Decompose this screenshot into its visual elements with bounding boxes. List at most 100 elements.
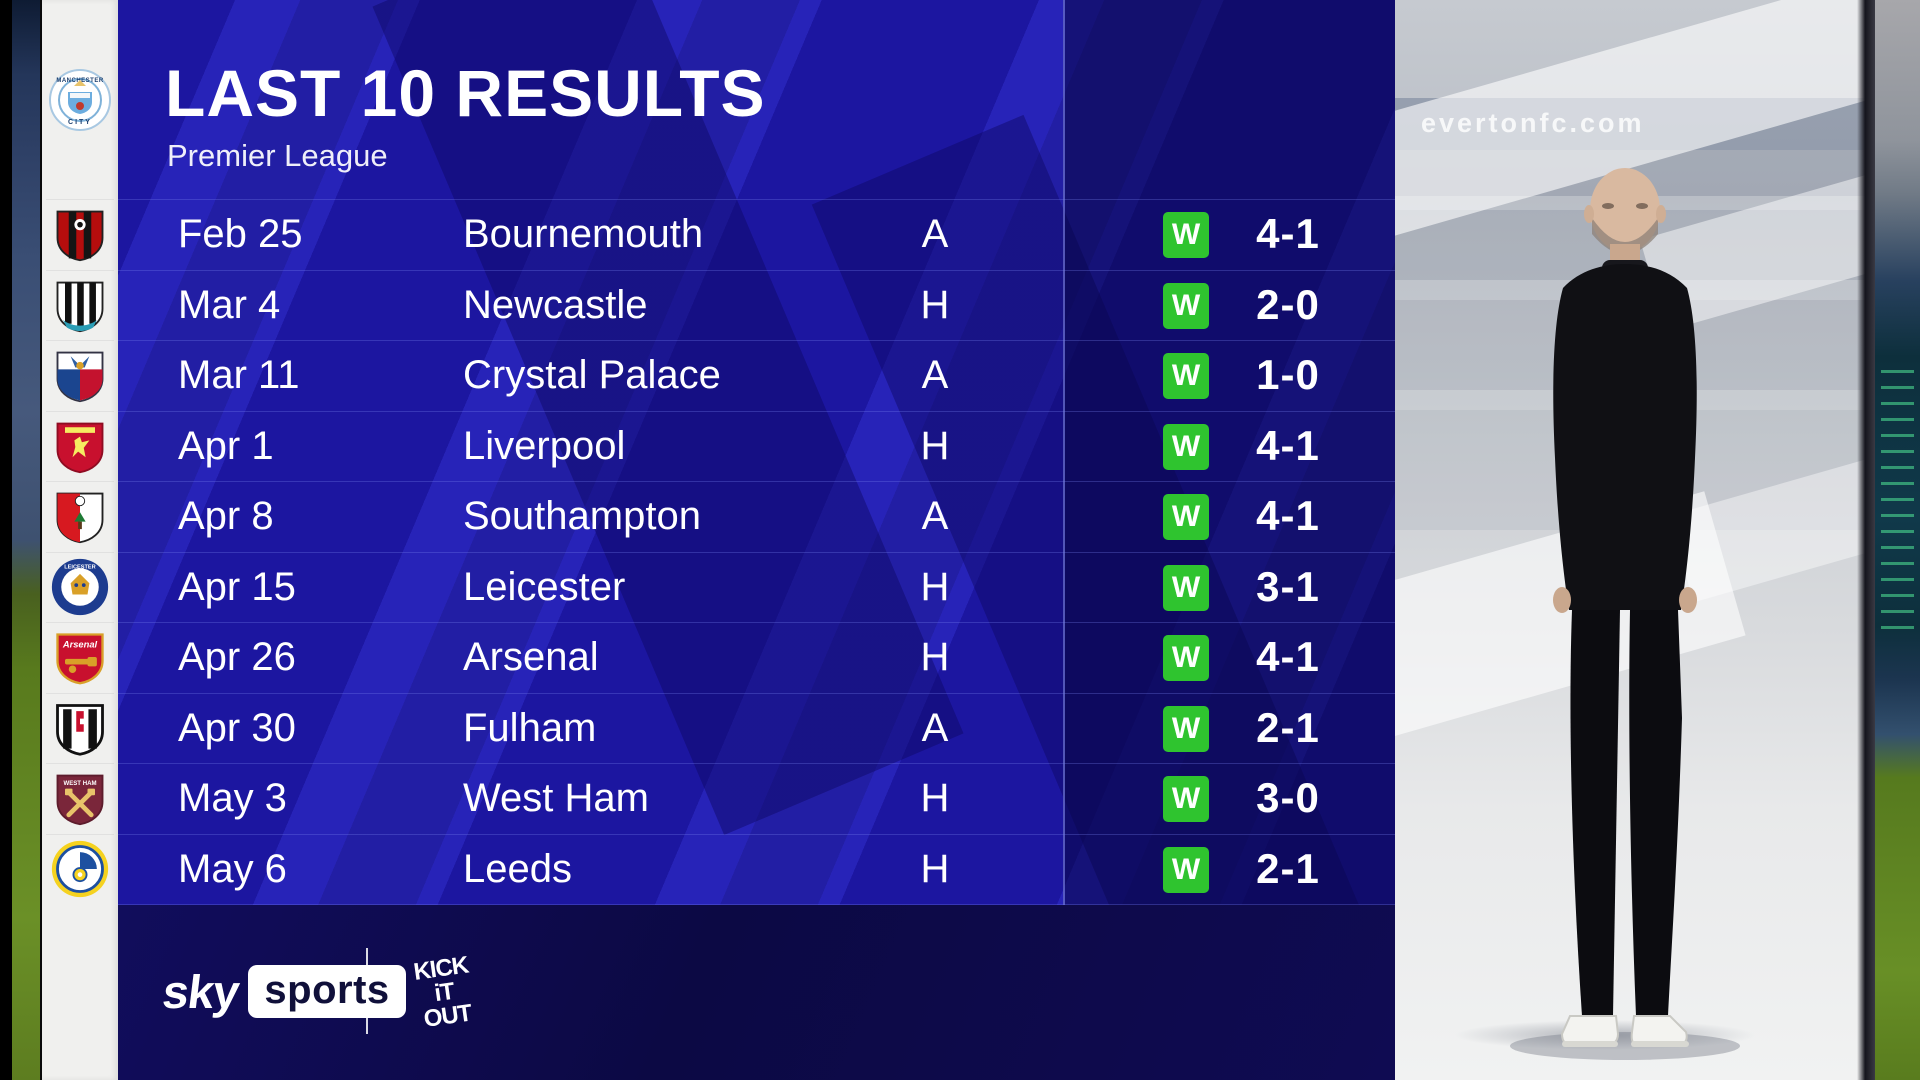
badge-newcastle-icon [56, 281, 104, 332]
scoreboard-text-lines [1881, 370, 1914, 630]
row-separator-line [118, 551, 1395, 553]
result-row: Mar 4 Newcastle H W 2-0 [118, 270, 1395, 340]
result-badge-win: W [1163, 635, 1209, 681]
match-date: May 3 [178, 776, 287, 820]
badge-separator [46, 833, 114, 835]
result-row: Mar 11 Crystal Palace A W 1-0 [118, 340, 1395, 410]
opponent-name: Leicester [463, 564, 626, 609]
match-score: 4-1 [1256, 210, 1320, 257]
result-row: Feb 25 Bournemouth A W 4-1 [118, 199, 1395, 269]
badge-man-city-icon: MANCHESTER CITY [49, 69, 111, 131]
match-date: Mar 11 [178, 353, 300, 397]
badge-leeds-icon [51, 840, 109, 897]
svg-text:WEST HAM: WEST HAM [63, 780, 96, 787]
left-black-bar [0, 0, 12, 1080]
result-badge-win: W [1163, 564, 1209, 611]
badge-separator [46, 269, 114, 271]
page-title: LAST 10 RESULTS [165, 56, 766, 130]
badge-fulham-icon [56, 703, 104, 756]
opponent-badge-liverpool [42, 415, 118, 477]
match-score: 2-1 [1256, 844, 1320, 892]
result-row: Apr 1 Liverpool H W 4-1 [118, 411, 1395, 481]
badge-bournemouth-icon [56, 210, 104, 262]
result-row: May 6 Leeds H W 2-1 [118, 834, 1395, 904]
result-row: Apr 26 Arsenal H W 4-1 [118, 622, 1395, 692]
svg-text:OUT: OUT [422, 999, 474, 1033]
team-badge-man-city: MANCHESTER CITY [42, 68, 118, 132]
result-badge-win: W [1163, 846, 1209, 893]
results-panel: LAST 10 RESULTS Premier League Feb 25 Bou… [118, 0, 1395, 1080]
result-badge-win: W [1163, 776, 1209, 822]
match-date: Apr 30 [178, 705, 296, 750]
opponent-name: Bournemouth [463, 212, 704, 256]
result-badge-win: W [1163, 705, 1209, 752]
match-score: 2-0 [1256, 280, 1320, 328]
row-separator-line [118, 763, 1395, 764]
home-away-indicator: A [921, 353, 949, 397]
opponent-badge-west-ham: WEST HAM [42, 767, 118, 829]
home-away-indicator: A [921, 494, 949, 538]
svg-text:Arsenal: Arsenal [62, 640, 98, 650]
opponent-badge-bournemouth [42, 203, 118, 265]
badge-separator [46, 622, 114, 623]
match-date: Apr 1 [178, 423, 274, 468]
row-separator-line [118, 269, 1395, 271]
page-subtitle: Premier League [167, 138, 388, 173]
match-score: 4-1 [1256, 633, 1320, 680]
match-date: Feb 25 [178, 212, 303, 256]
badge-liverpool-icon [56, 422, 104, 473]
opponent-name: Liverpool [463, 423, 626, 468]
sports-logo-box: sports [248, 964, 406, 1018]
sports-logo-word: sports [264, 967, 390, 1012]
match-score: 4-1 [1256, 421, 1320, 469]
column-divider-line [1063, 0, 1065, 905]
match-score: 1-0 [1256, 351, 1320, 398]
opponent-badge-southampton [42, 485, 118, 547]
home-away-indicator: H [920, 635, 950, 679]
badge-separator [46, 340, 114, 341]
opponent-name: Fulham [463, 705, 597, 750]
match-date: May 6 [178, 846, 287, 891]
match-date: Apr 8 [178, 494, 274, 538]
row-separator-line [118, 481, 1395, 482]
match-date: Apr 15 [178, 564, 296, 609]
opponent-badge-leicester: LEICESTER [42, 556, 118, 618]
match-date: Mar 4 [178, 282, 281, 327]
result-row: May 3 West Ham H W 3-0 [118, 763, 1395, 833]
badge-separator [46, 551, 114, 553]
manager-photo-panel: evertonfc.com [1395, 0, 1875, 1080]
right-panel-divider [1857, 0, 1875, 1080]
badge-arsenal-icon: Arsenal [56, 633, 104, 685]
home-away-indicator: A [921, 705, 949, 750]
row-separator-line [118, 410, 1395, 412]
badge-separator [46, 481, 114, 482]
result-badge-win: W [1163, 282, 1209, 329]
logo-divider-line [366, 948, 368, 1034]
home-away-indicator: H [920, 564, 950, 609]
match-score: 3-0 [1256, 774, 1320, 821]
badge-separator [46, 199, 114, 200]
row-separator-line [118, 833, 1395, 835]
left-stadium-video-strip [12, 0, 42, 1080]
result-row: Apr 30 Fulham A W 2-1 [118, 693, 1395, 763]
opponent-badge-arsenal: Arsenal [42, 626, 118, 688]
sky-logo-word: sky [159, 964, 242, 1018]
svg-text:LEICESTER: LEICESTER [64, 564, 95, 570]
opponent-name: West Ham [463, 776, 649, 820]
match-score: 4-1 [1256, 492, 1320, 539]
home-away-indicator: H [920, 282, 950, 327]
result-badge-win: W [1163, 494, 1209, 540]
badge-southampton-icon [56, 492, 104, 544]
badge-west-ham-icon: WEST HAM [56, 774, 104, 826]
opponent-name: Arsenal [463, 635, 599, 679]
opponent-badge-fulham [42, 697, 118, 759]
result-badge-win: W [1163, 423, 1209, 470]
row-separator-line [118, 199, 1395, 200]
result-row: Apr 8 Southampton A W 4-1 [118, 481, 1395, 551]
match-date: Apr 26 [178, 635, 296, 679]
kick-it-out-logo-icon: KICK iT OUT [401, 948, 487, 1034]
opponent-badge-crystal-palace [42, 344, 118, 406]
badge-separator [46, 692, 114, 694]
home-away-indicator: H [920, 846, 950, 891]
right-stadium-video-strip [1875, 0, 1920, 1080]
